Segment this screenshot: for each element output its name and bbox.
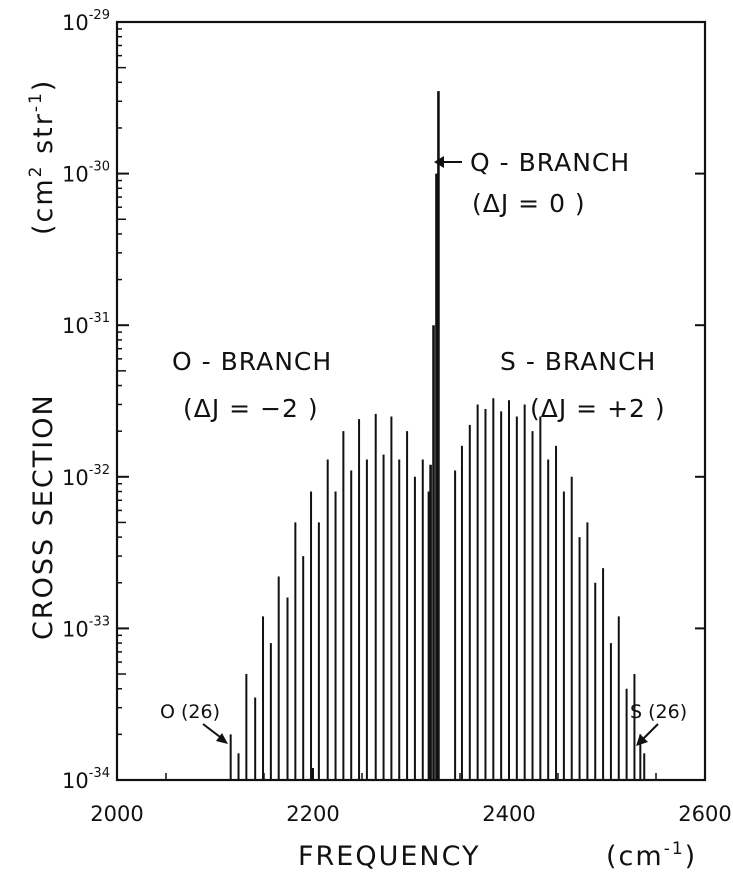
y-axis-ticks: 10-29 10-30 10-31 10-32 10-33 10-34 (62, 8, 705, 793)
y-tick-label: 10-34 (62, 766, 110, 793)
q-branch-label: Q - BRANCH (470, 148, 630, 177)
spectral-lines (229, 91, 646, 780)
y-tick-label: 10-33 (62, 614, 110, 641)
o26-arrow (202, 723, 228, 744)
y-tick-label: 10-30 (62, 160, 110, 187)
plot-frame (115, 20, 707, 782)
o26-label: O (26) (160, 701, 220, 723)
o-branch-rule: (ΔJ = −2 ) (183, 394, 319, 423)
o-branch-label: O - BRANCH (172, 347, 332, 376)
x-axis-unit: (cm-1) (606, 839, 697, 872)
y-tick-label: 10-31 (62, 311, 110, 338)
x-tick-label: 2600 (678, 802, 731, 826)
y-tick-label: 10-29 (62, 8, 110, 35)
q-branch-arrow (434, 156, 462, 168)
s-branch-label: S - BRANCH (500, 347, 656, 376)
x-tick-label: 2400 (482, 802, 535, 826)
s26-label: S (26) (630, 701, 687, 723)
y-tick-label: 10-32 (62, 463, 110, 490)
x-tick-label: 2000 (90, 802, 143, 826)
y-axis-title: CROSS SECTION (28, 393, 59, 640)
x-axis-ticks: 2000 2200 2400 2600 (90, 768, 732, 826)
y-axis-unit: (cm2 str-1) (26, 79, 59, 235)
x-tick-label: 2200 (286, 802, 339, 826)
s26-arrow (636, 723, 659, 746)
q-branch-rule: (ΔJ = 0 ) (472, 189, 586, 218)
x-axis-title: FREQUENCY (298, 841, 481, 872)
s-branch-rule: (ΔJ = +2 ) (530, 394, 666, 423)
